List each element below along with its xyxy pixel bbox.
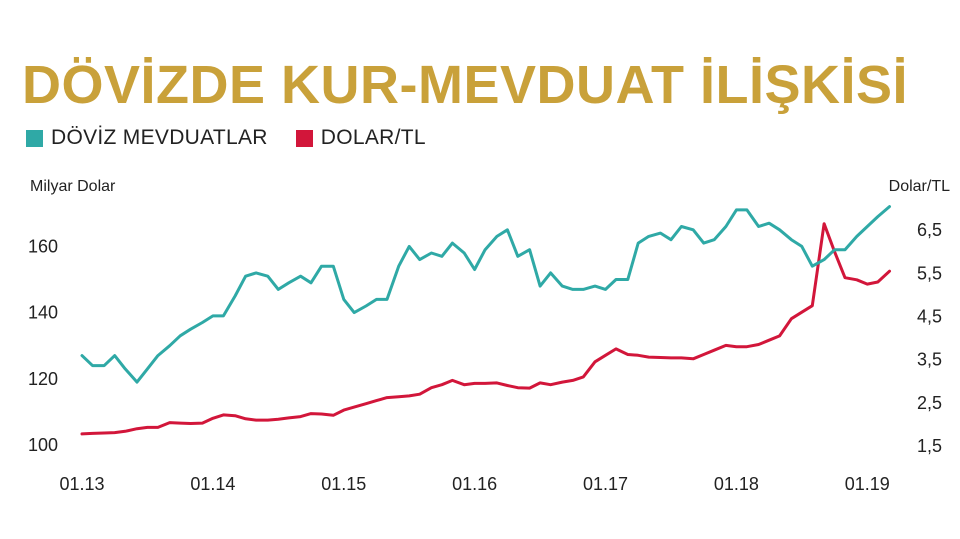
x-tick-label: 01.15 (321, 474, 366, 494)
legend-swatch-usdtry (295, 129, 313, 147)
legend-item-usdtry: DOLAR/TL (295, 126, 426, 150)
left-y-tick-label: 100 (28, 435, 58, 455)
right-y-tick-label: 3,5 (917, 350, 942, 370)
right-y-tick-label: 6,5 (917, 220, 942, 240)
chart-title: DÖVİZDE KUR-MEVDUAT İLİŞKİSİ (22, 55, 909, 115)
x-tick-label: 01.17 (583, 474, 628, 494)
right-y-tick-label: 4,5 (917, 306, 942, 326)
series-line-deposits (80, 205, 891, 384)
left-y-tick-label: 120 (28, 369, 58, 389)
left-y-tick-label: 160 (28, 236, 58, 256)
right-y-tick-label: 1,5 (917, 436, 942, 456)
x-tick-label: 01.13 (59, 474, 104, 494)
legend-label-usdtry: DOLAR/TL (320, 126, 426, 149)
right-axis-unit-label: Dolar/TL (888, 178, 950, 195)
right-y-tick-label: 5,5 (917, 263, 942, 283)
x-tick-label: 01.16 (452, 474, 497, 494)
legend-swatch-deposits (26, 129, 43, 147)
x-tick-label: 01.14 (190, 474, 235, 494)
x-tick-label: 01.19 (845, 474, 890, 494)
series-lines (80, 205, 891, 436)
legend: DÖVİZ MEVDUATLAR DOLAR/TL (26, 126, 454, 150)
x-axis-ticks: 01.13 01.14 01.15 01.16 01.17 01.18 01.19 (59, 474, 889, 494)
right-y-axis-ticks: 1,5 2,5 3,5 4,5 5,5 6,5 (917, 220, 942, 456)
left-y-tick-label: 140 (28, 303, 58, 323)
right-y-tick-label: 2,5 (917, 393, 942, 413)
left-y-axis-ticks: 100 120 140 160 (28, 236, 58, 455)
x-tick-label: 01.18 (714, 474, 759, 494)
series-line-usdtry (80, 222, 891, 436)
legend-item-deposits: DÖVİZ MEVDUATLAR (26, 126, 268, 150)
left-axis-unit-label: Milyar Dolar (30, 178, 116, 195)
legend-label-deposits: DÖVİZ MEVDUATLAR (51, 126, 268, 149)
